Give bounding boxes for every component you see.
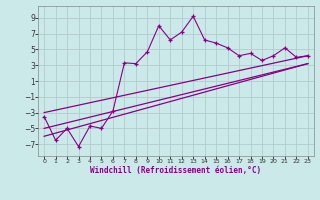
X-axis label: Windchill (Refroidissement éolien,°C): Windchill (Refroidissement éolien,°C) (91, 166, 261, 175)
